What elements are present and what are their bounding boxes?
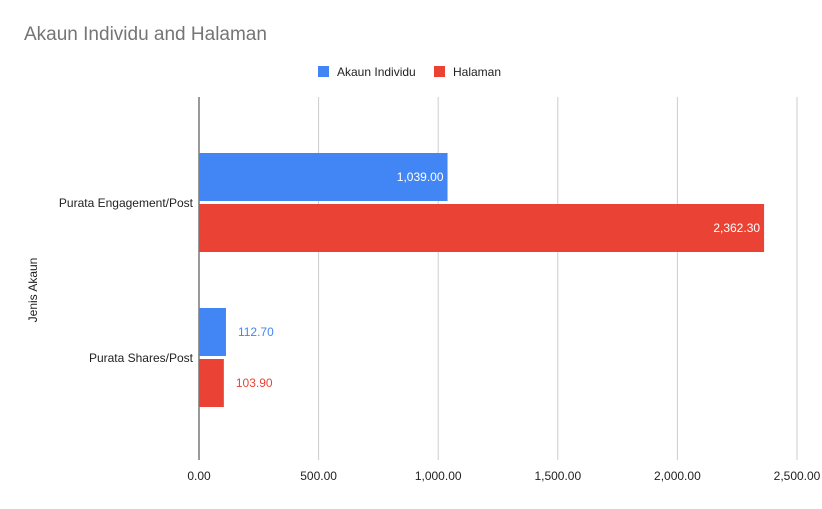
x-tick-label: 1,000.00: [415, 469, 462, 483]
bar: [199, 308, 226, 356]
bar: [199, 153, 448, 201]
bar: [199, 359, 224, 407]
y-tick-label: Purata Engagement/Post: [59, 196, 194, 210]
x-tick-label: 0.00: [187, 469, 211, 483]
x-tick-label: 2,000.00: [654, 469, 701, 483]
chart-title: Akaun Individu and Halaman: [24, 24, 267, 45]
x-tick-label: 1,500.00: [534, 469, 581, 483]
data-label: 1,039.00: [397, 170, 444, 184]
y-axis-label: Jenis Akaun: [26, 258, 40, 323]
legend-label: Akaun Individu: [337, 65, 416, 79]
data-label: 103.90: [236, 376, 273, 390]
legend-swatch: [318, 66, 329, 77]
legend-label: Halaman: [453, 65, 501, 79]
x-tick-label: 500.00: [300, 469, 337, 483]
bar: [199, 204, 765, 252]
data-label: 112.70: [238, 325, 274, 339]
x-tick-label: 2,500.00: [774, 469, 821, 483]
y-tick-label: Purata Shares/Post: [89, 351, 194, 365]
data-label: 2,362.30: [713, 221, 760, 235]
legend-swatch: [434, 66, 445, 77]
